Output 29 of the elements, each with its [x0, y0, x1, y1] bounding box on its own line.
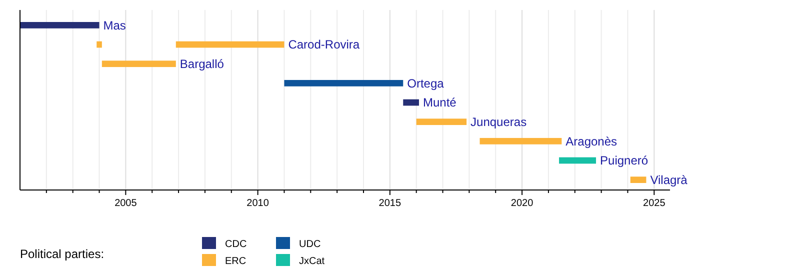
legend-label: CDC: [225, 239, 247, 250]
x-tick-label: 2010: [246, 198, 270, 209]
legend-label: JxCat: [299, 256, 325, 267]
bar: [284, 80, 404, 86]
bar: [630, 176, 646, 183]
y-tick-label: Puigneró: [600, 154, 648, 168]
y-tick-label: Bargalló: [180, 57, 224, 72]
legend-title: Political parties:: [20, 247, 104, 261]
y-tick-label: Vilagrà: [650, 173, 688, 188]
x-tick-label: 2020: [510, 198, 534, 209]
bar: [559, 157, 596, 164]
x-tick-label: 2015: [378, 198, 402, 209]
bar: [96, 41, 102, 48]
bar: [102, 60, 176, 68]
x-tick-label: 2005: [114, 198, 138, 209]
y-tick-label: Munté: [422, 96, 457, 110]
x-tick-label: 2025: [643, 198, 666, 209]
bar: [416, 118, 467, 126]
y-tick-label: Mas: [103, 18, 126, 32]
bar: [480, 138, 562, 144]
bar: [176, 41, 284, 48]
bar: [20, 22, 100, 28]
bar: [403, 99, 419, 106]
legend-label: UDC: [299, 239, 321, 250]
legend-label: ERC: [225, 256, 246, 267]
y-tick-label: Ortega: [407, 76, 444, 90]
y-tick-label: Aragonès: [566, 134, 618, 148]
y-tick-label: Junqueras: [470, 115, 527, 130]
y-tick-label: Carod-Rovira: [288, 38, 360, 52]
